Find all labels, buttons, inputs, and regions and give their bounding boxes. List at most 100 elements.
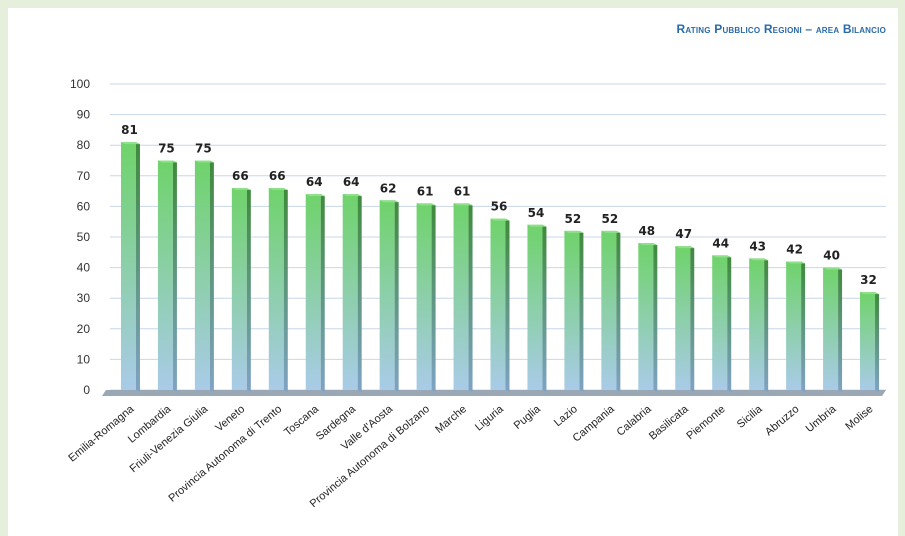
data-label: 75 xyxy=(195,142,212,156)
chart-panel: Rating Pubblico Regioni – area Bilancio … xyxy=(8,8,898,536)
bar-chart: 0 10 20 30 40 50 60 70 80 90 100 81 75 75 66 66 64 64 62 6… xyxy=(66,77,886,511)
bar-top xyxy=(601,230,621,233)
bar-side xyxy=(468,203,473,392)
bar-side xyxy=(542,224,547,392)
x-tick-label: Lazio xyxy=(552,403,580,429)
data-label: 64 xyxy=(343,175,360,189)
bar xyxy=(712,255,728,390)
data-label: 43 xyxy=(749,239,766,253)
data-label: 47 xyxy=(675,227,692,241)
bar-top xyxy=(564,230,584,233)
bar xyxy=(638,243,654,390)
x-tick-label: Emilia-Romagna xyxy=(66,403,137,465)
x-tick-label: Sicilia xyxy=(735,403,765,431)
x-tick-label: Basilicata xyxy=(647,403,691,443)
data-label: 52 xyxy=(602,212,619,226)
bar-side xyxy=(727,255,732,392)
bar-side xyxy=(690,246,695,392)
y-tick-label: 0 xyxy=(83,383,90,397)
x-tick-label: Veneto xyxy=(213,403,247,434)
data-label: 52 xyxy=(565,212,582,226)
bar xyxy=(379,200,395,390)
y-axis-ticks: 0 10 20 30 40 50 60 70 80 90 100 xyxy=(70,77,90,397)
bar-top xyxy=(712,255,732,258)
y-tick-label: 50 xyxy=(77,230,91,244)
bar-top xyxy=(379,200,399,203)
y-tick-label: 30 xyxy=(77,291,91,305)
data-label: 75 xyxy=(158,142,175,156)
bar xyxy=(305,194,321,390)
bar xyxy=(601,230,617,390)
bar xyxy=(342,194,358,390)
bar-top xyxy=(231,188,251,191)
bar xyxy=(120,142,136,390)
bar xyxy=(564,230,580,390)
bar-side xyxy=(431,203,436,392)
bar xyxy=(268,188,284,390)
data-label: 62 xyxy=(380,181,397,195)
bar xyxy=(749,258,765,390)
bar-side xyxy=(394,200,399,392)
bar xyxy=(453,203,469,390)
y-tick-label: 80 xyxy=(77,138,91,152)
data-label: 61 xyxy=(417,184,434,198)
x-tick-label: Puglia xyxy=(512,403,544,432)
bar-top xyxy=(490,218,510,221)
x-tick-label: Umbria xyxy=(804,403,840,436)
bar-top xyxy=(527,224,547,227)
bar-top xyxy=(120,142,140,145)
bar xyxy=(675,246,691,390)
bar-top xyxy=(305,194,325,197)
bar-side xyxy=(838,267,843,392)
data-labels: 81 75 75 66 66 64 64 62 61 61 56 54 52 52 48 47 44 43 42 40… xyxy=(121,123,877,287)
bar-top xyxy=(157,160,177,163)
bar-side xyxy=(135,142,140,392)
bar-side xyxy=(246,188,251,392)
bars xyxy=(120,142,880,392)
bar-top xyxy=(416,203,436,206)
bar xyxy=(231,188,247,390)
bar xyxy=(786,261,802,390)
bar xyxy=(527,224,543,390)
data-label: 54 xyxy=(528,206,545,220)
data-label: 66 xyxy=(269,169,286,183)
bar-top xyxy=(749,258,769,261)
bar-side xyxy=(579,230,584,392)
y-tick-label: 40 xyxy=(77,261,91,275)
bar-side xyxy=(172,160,177,392)
bar xyxy=(416,203,432,390)
x-tick-label: Piemonte xyxy=(684,403,727,442)
bar-top xyxy=(342,194,362,197)
data-label: 40 xyxy=(823,249,840,263)
y-tick-label: 90 xyxy=(77,108,91,122)
bar-top xyxy=(786,261,806,264)
bar xyxy=(823,267,839,390)
data-label: 32 xyxy=(860,273,877,287)
bar-top xyxy=(823,267,843,270)
chart-floor-plane xyxy=(102,390,886,396)
bar-side xyxy=(357,194,362,392)
bar-side xyxy=(764,258,769,392)
y-tick-label: 20 xyxy=(77,322,91,336)
bar-top xyxy=(860,292,880,295)
bar-top xyxy=(268,188,288,191)
bar-side xyxy=(875,292,880,392)
x-tick-label: Liguria xyxy=(473,403,507,434)
bar-side xyxy=(653,243,658,392)
data-label: 48 xyxy=(638,224,655,238)
y-tick-label: 70 xyxy=(77,169,91,183)
bar-top xyxy=(194,160,214,163)
chart-floor xyxy=(102,390,886,396)
x-tick-label: Campania xyxy=(571,403,618,445)
bar xyxy=(860,292,876,390)
y-tick-label: 100 xyxy=(70,77,90,91)
x-tick-label: Marche xyxy=(433,403,469,436)
data-label: 81 xyxy=(121,123,138,137)
x-tick-label: Abruzzo xyxy=(763,403,802,438)
data-label: 42 xyxy=(786,242,803,256)
bar xyxy=(490,218,506,390)
y-tick-label: 10 xyxy=(77,352,91,366)
bar-top xyxy=(453,203,473,206)
bar-top xyxy=(675,246,695,249)
